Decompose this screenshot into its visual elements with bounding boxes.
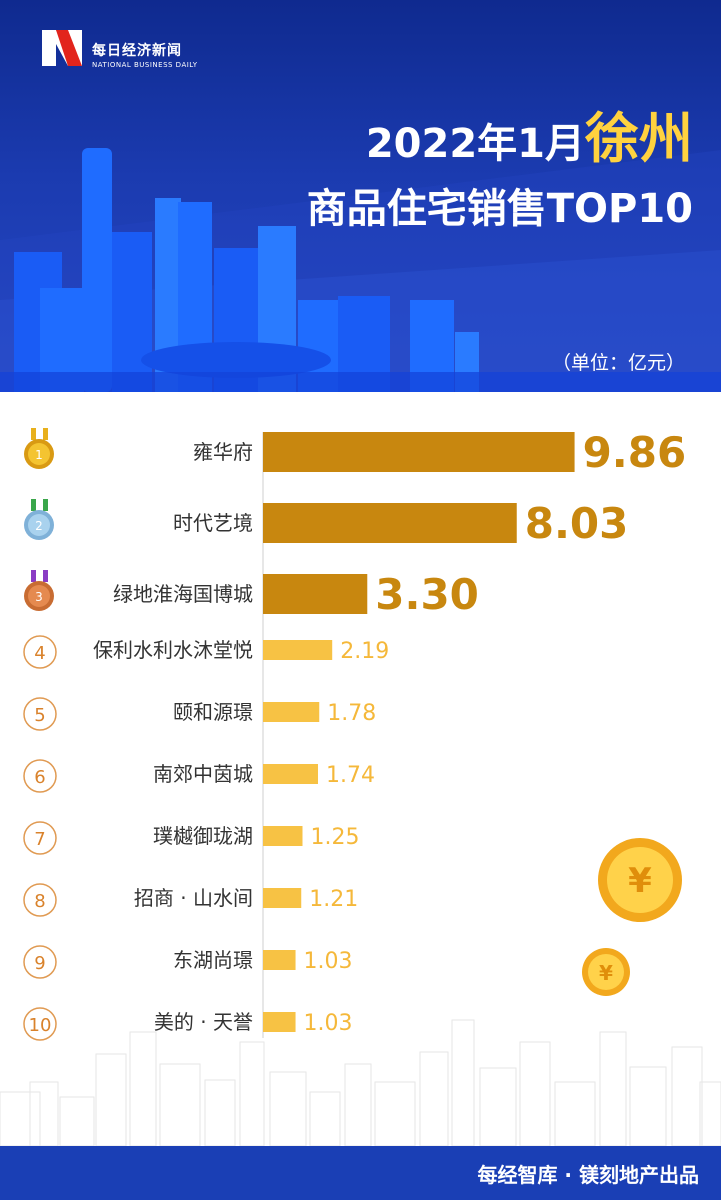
chart-row: 5 颐和源璟 1.78 [23, 697, 376, 731]
value-label: 1.03 [304, 1011, 353, 1036]
category-label: 璞樾御珑湖 [153, 824, 253, 848]
value-label: 9.86 [583, 428, 687, 477]
skyline-illustration [0, 148, 721, 392]
brand-name-cn: 每日经济新闻 [92, 43, 182, 59]
value-label: 1.74 [326, 763, 375, 788]
svg-text:¥: ¥ [599, 961, 613, 985]
gold-medal-icon: 1 [24, 428, 54, 469]
bar [263, 574, 368, 614]
bar [263, 950, 296, 970]
rank-circle: 5 [23, 697, 57, 731]
title-city: 徐州 [585, 107, 693, 170]
bar [263, 888, 302, 908]
chart-row: 6 南郊中茵城 1.74 [23, 759, 375, 793]
title-prefix: 2022年1月 [365, 121, 585, 167]
title-line-2: 商品住宅销售TOP10 [306, 186, 693, 232]
gold-coins-illustration: ¥¥ [582, 838, 682, 996]
category-label: 南郊中茵城 [153, 762, 253, 786]
chart-row: 1 雍华府 9.86 [24, 428, 686, 477]
bar [263, 640, 333, 660]
chart-row: 9 东湖尚璟 1.03 [23, 945, 353, 979]
bar [263, 702, 320, 722]
chart-row: 3 绿地淮海国博城 3.30 [24, 570, 479, 619]
bar [263, 503, 517, 543]
rank-number: 3 [35, 590, 43, 604]
rank-number: 9 [34, 953, 45, 974]
value-label: 3.30 [375, 570, 479, 619]
title-line-1: 2022年1月徐州 [366, 94, 693, 173]
value-label: 8.03 [525, 499, 629, 548]
rank-circle: 8 [23, 883, 57, 917]
category-label: 雍华府 [193, 440, 253, 464]
chart-row: 7 璞樾御珑湖 1.25 [23, 821, 360, 855]
chart-row: 10 美的 · 天誉 1.03 [23, 1007, 353, 1041]
nbd-logo-icon [42, 30, 82, 66]
value-label: 2.19 [340, 639, 389, 664]
rank-number: 8 [34, 891, 45, 912]
category-label: 美的 · 天誉 [154, 1010, 253, 1034]
value-label: 1.25 [311, 825, 360, 850]
category-label: 时代艺境 [173, 511, 253, 535]
unit-note: （单位：亿元） [551, 352, 685, 374]
chart-row: 4 保利水利水沐堂悦 2.19 [23, 635, 389, 669]
category-label: 颐和源璟 [173, 700, 253, 724]
bar [263, 1012, 296, 1032]
category-label: 招商 · 山水间 [134, 886, 253, 910]
chart-row: 2 时代艺境 8.03 [24, 499, 628, 548]
footer-bar: 每经智库 · 镁刻地产出品 [0, 1146, 721, 1200]
rank-number: 5 [34, 705, 45, 726]
bar [263, 432, 575, 472]
bronze-medal-icon: 3 [24, 570, 54, 611]
rank-circle: 9 [23, 945, 57, 979]
header-banner: 每日经济新闻 NATIONAL BUSINESS DAILY 2022年1月徐州… [0, 0, 721, 392]
sales-bar-chart: ¥¥ 1 雍华府 9.862 时代艺境 8.033 绿地淮海国博城 3.304 保利水利水沐堂… [0, 428, 721, 1146]
gold-coin-large-icon: ¥ [598, 838, 682, 922]
category-label: 绿地淮海国博城 [113, 582, 253, 606]
rank-circle: 7 [23, 821, 57, 855]
chart-rows: 1 雍华府 9.86 2 时代艺境 8.03 3 绿地淮海国博城 3.30 4 保利水利水沐堂悦 2.… [23, 428, 686, 1041]
rank-circle: 6 [23, 759, 57, 793]
rank-number: 2 [35, 519, 43, 533]
rank-number: 6 [34, 767, 45, 788]
background-skyline-illustration [0, 1019, 721, 1146]
bar [263, 826, 303, 846]
rank-circle: 10 [23, 1007, 57, 1041]
rank-number: 1 [35, 448, 43, 462]
svg-text:¥: ¥ [628, 861, 652, 901]
category-label: 东湖尚璟 [173, 948, 253, 972]
chart-row: 8 招商 · 山水间 1.21 [23, 883, 358, 917]
silver-medal-icon: 2 [24, 499, 54, 540]
value-label: 1.78 [327, 701, 376, 726]
rank-circle: 4 [23, 635, 57, 669]
footer-credit: 每经智库 · 镁刻地产出品 [477, 1163, 699, 1187]
rank-number: 7 [34, 829, 45, 850]
rank-number: 10 [29, 1015, 52, 1036]
brand-name-en: NATIONAL BUSINESS DAILY [92, 61, 198, 69]
rank-number: 4 [34, 643, 45, 664]
category-label: 保利水利水沐堂悦 [93, 638, 253, 662]
value-label: 1.03 [304, 949, 353, 974]
value-label: 1.21 [309, 887, 358, 912]
bar [263, 764, 318, 784]
gold-coin-small-icon: ¥ [582, 948, 630, 996]
